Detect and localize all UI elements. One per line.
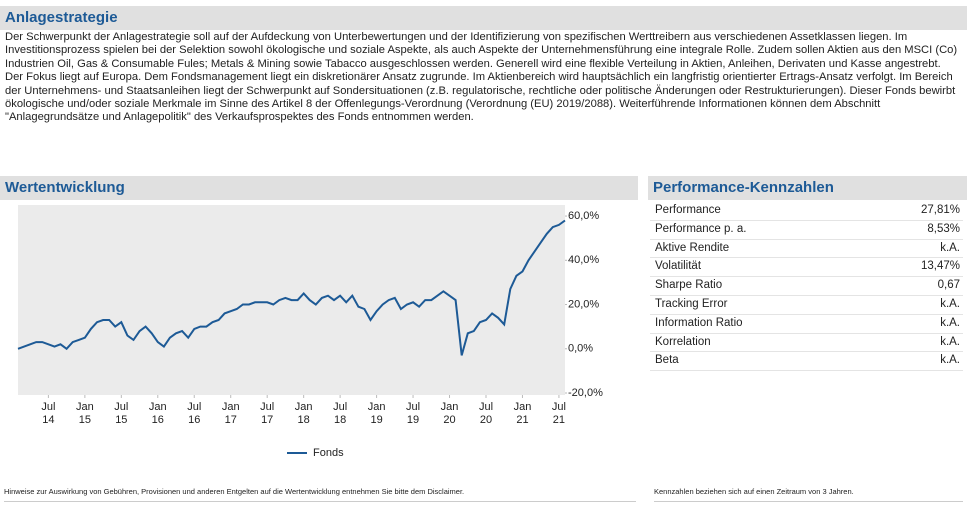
metric-label: Performance (655, 204, 721, 216)
footnote: Hinweise zur Auswirkung von Gebühren, Pr… (4, 487, 636, 502)
x-tick-label: Jan 15 (75, 401, 94, 426)
legend-label: Fonds (313, 447, 344, 459)
table-row: Korrelation k.A. (650, 334, 963, 353)
x-tick-label: Jul 16 (187, 401, 202, 426)
x-tick-label: Jan 19 (367, 401, 386, 426)
x-tick-label: Jul 21 (551, 401, 566, 426)
table-row: Aktive Rendite k.A. (650, 240, 963, 259)
metric-label: Volatilität (655, 260, 702, 273)
metric-value: k.A. (940, 297, 960, 310)
table-row: Volatilität 13,47% (650, 258, 963, 278)
metric-label: Aktive Rendite (655, 241, 730, 254)
x-tick-label: Jan 21 (513, 401, 532, 426)
table-row: Information Ratio k.A. (650, 315, 963, 334)
y-tick-label: 40,0% (568, 254, 599, 266)
metric-value: 8,53% (927, 222, 960, 235)
x-tick-label: Jul 15 (114, 401, 129, 426)
table-row: Performance p. a. 8,53% (650, 221, 963, 240)
strategy-text: Der Schwerpunkt der Anlagestrategie soll… (5, 31, 958, 124)
x-tick-label: Jul 19 (406, 401, 421, 426)
metric-label: Tracking Error (655, 297, 728, 310)
data-line (17, 219, 566, 356)
table-row: Sharpe Ratio 0,67 (650, 277, 963, 296)
table-row: Performance 27,81% (650, 202, 963, 221)
chart: 60,0% 40,0% 20,0% 0,0% -20,0% Fonds (17, 205, 603, 459)
y-tick-label: 20,0% (568, 298, 599, 310)
x-tick-label: Jul 20 (478, 401, 494, 426)
section-title: Anlagestrategie (0, 6, 967, 30)
metric-label: Performance p. a. (655, 222, 747, 235)
x-tick-label: Jan 16 (148, 401, 167, 426)
metric-label: Beta (655, 354, 679, 367)
x-tick-label: Jan 20 (440, 401, 459, 426)
y-tick-label: 60,0% (568, 210, 599, 222)
metric-value: 13,47% (920, 260, 960, 273)
metric-value: k.A. (940, 354, 960, 367)
x-tick-label: Jan 18 (294, 401, 313, 426)
x-tick-label: Jul 18 (333, 401, 348, 426)
metric-label: Information Ratio (655, 316, 743, 329)
table-row: Beta k.A. (650, 352, 963, 372)
chart-title: Wertentwicklung (0, 176, 638, 200)
y-tick-label: 0,0% (568, 343, 593, 355)
x-tick-label: Jan 17 (221, 401, 240, 426)
performance-table: Performance 27,81% Performance p. a. 8,53% A… (650, 202, 963, 372)
y-tick-label: -20,0% (568, 387, 603, 399)
metric-value: 0,67 (937, 279, 960, 292)
metric-value: k.A. (940, 335, 960, 348)
metric-value: k.A. (940, 241, 960, 254)
x-tick-label: Jul 14 (41, 401, 56, 426)
metric-label: Sharpe Ratio (655, 279, 723, 292)
x-tick-label: Jul 17 (260, 401, 275, 426)
footnote: Kennzahlen beziehen sich auf einen Zeitr… (654, 487, 963, 502)
table-row: Tracking Error k.A. (650, 296, 963, 315)
metric-label: Korrelation (655, 335, 711, 348)
table-title: Performance-Kennzahlen (648, 176, 967, 200)
metric-value: k.A. (940, 316, 960, 329)
metric-value: 27,81% (920, 204, 960, 216)
